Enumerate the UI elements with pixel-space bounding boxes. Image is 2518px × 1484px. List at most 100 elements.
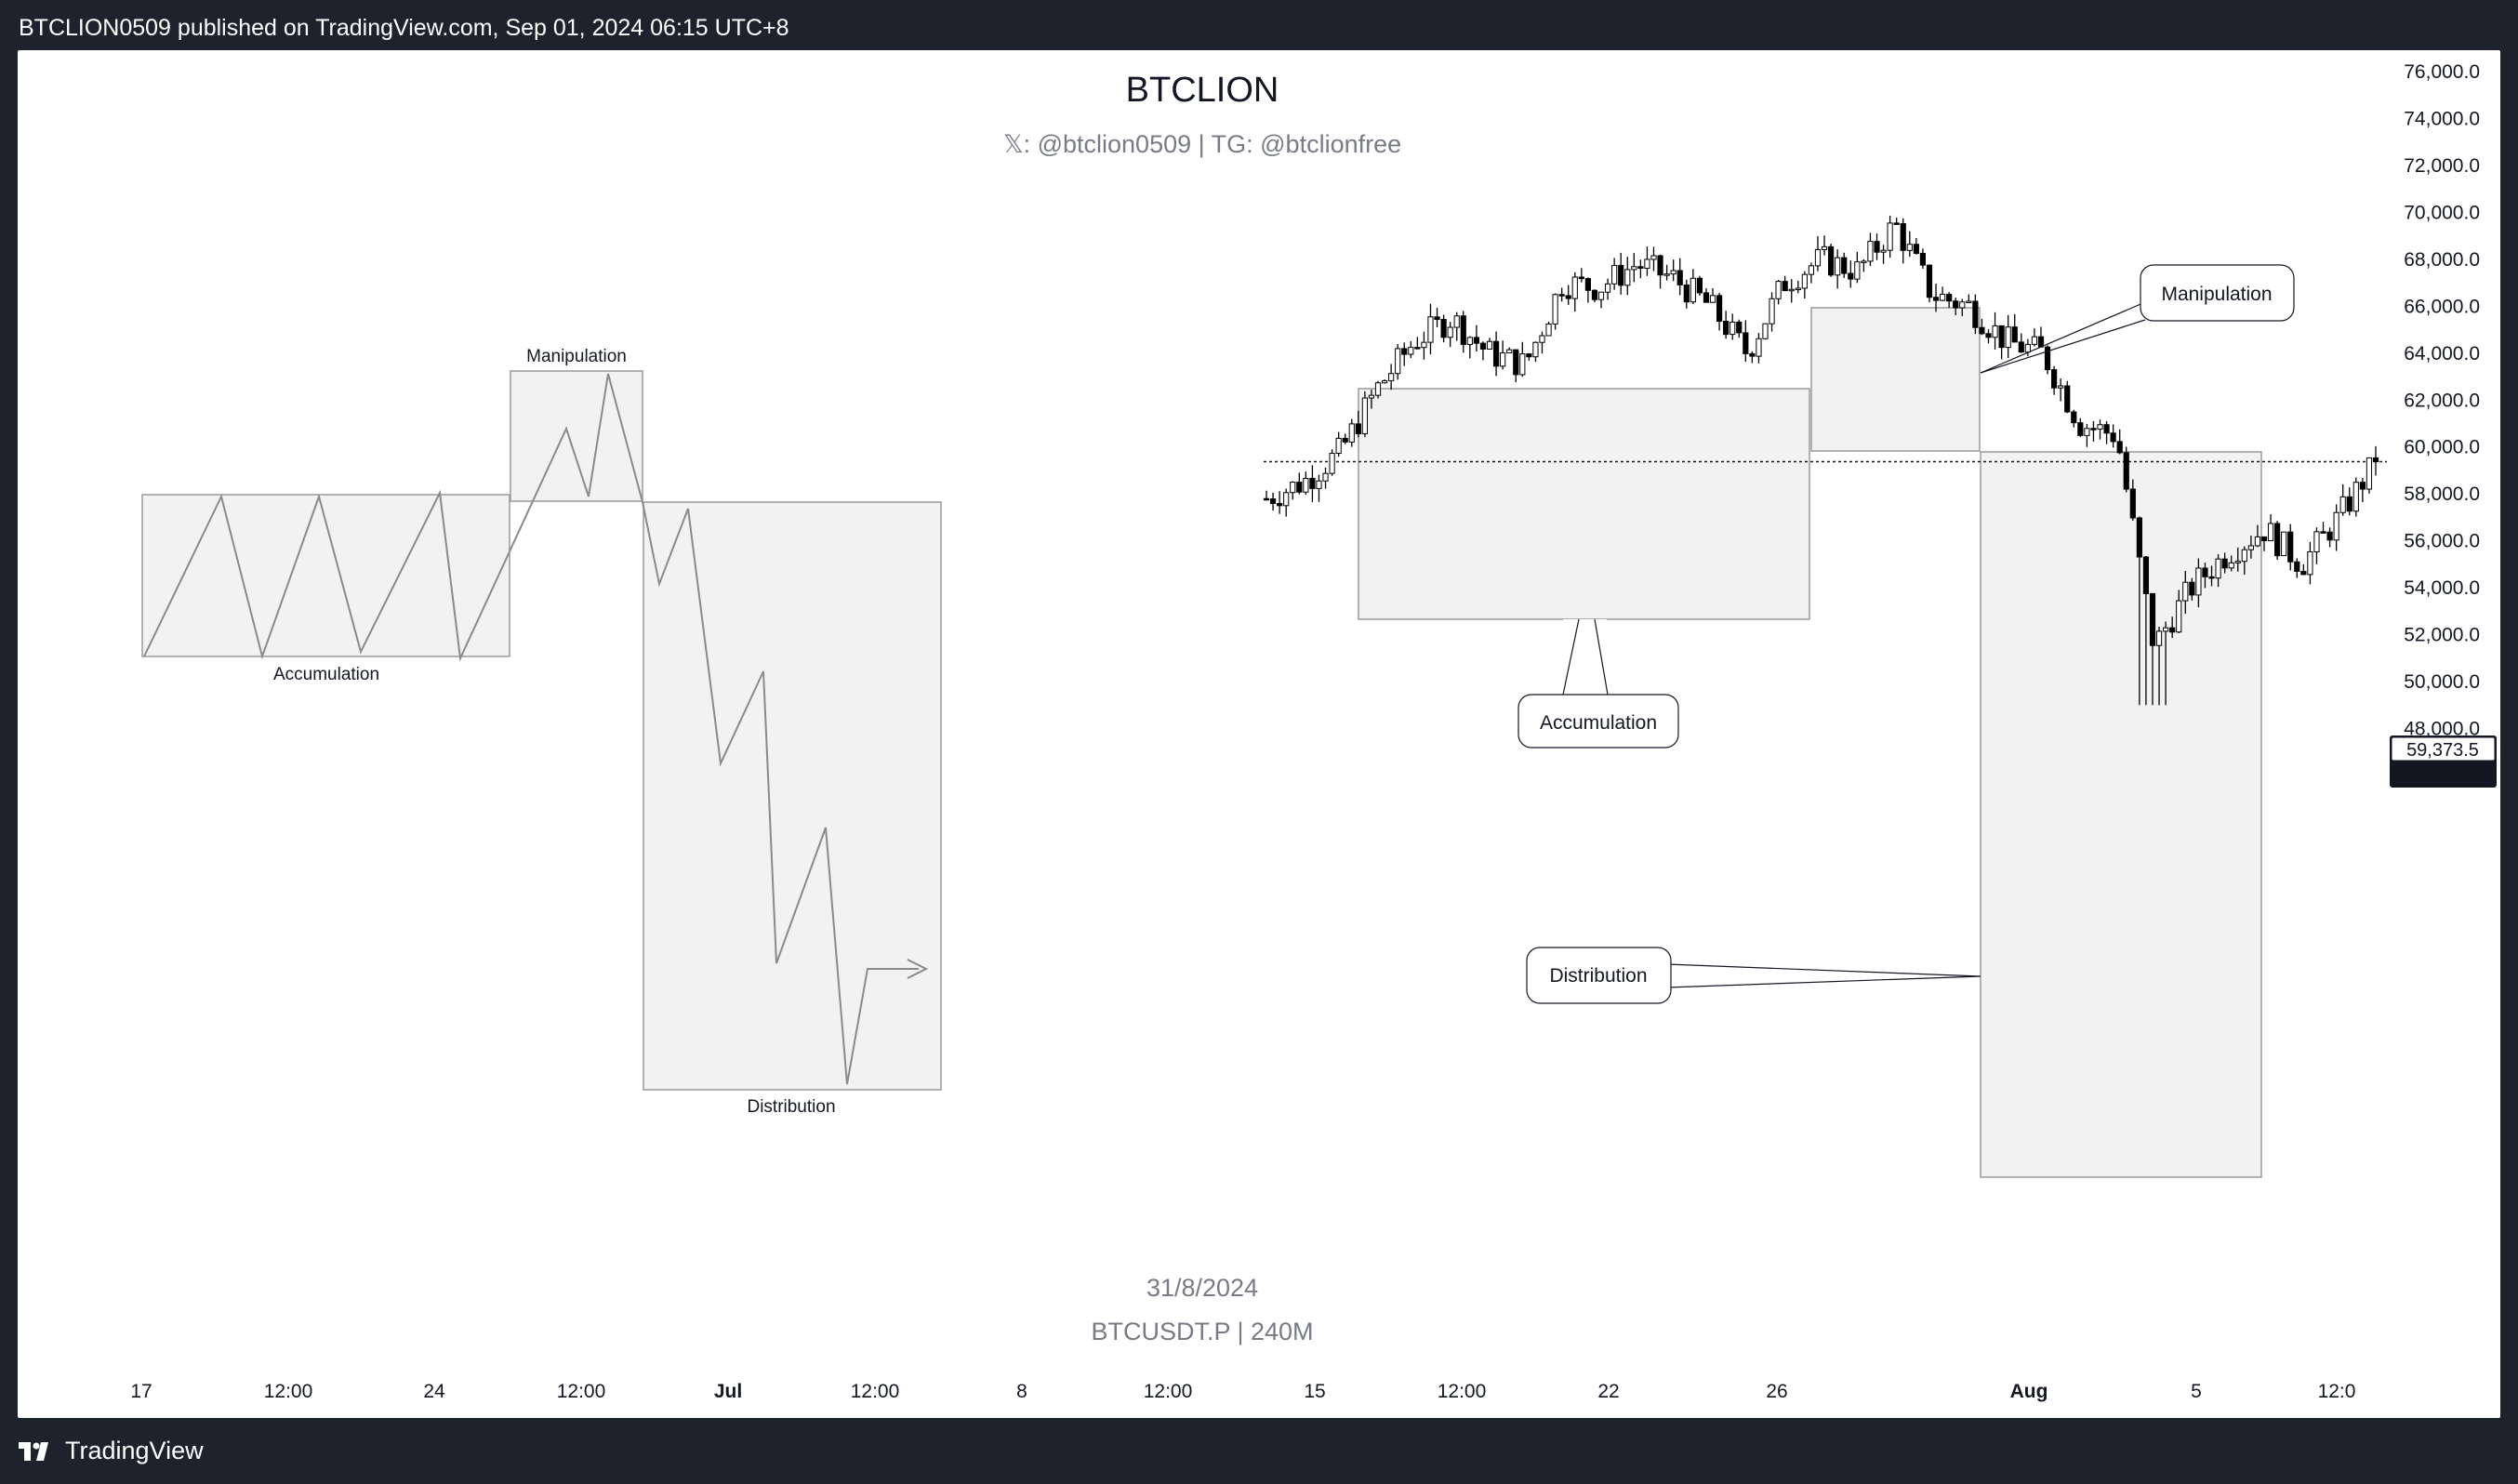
candle-body (1618, 265, 1624, 286)
callout-distribution[interactable]: Distribution (1526, 947, 1981, 1004)
candle-body (2189, 581, 2195, 596)
candle-body (1972, 300, 1979, 328)
publish-info: BTCLION0509 published on TradingView.com… (19, 15, 789, 41)
candle-body (1329, 453, 1335, 474)
candle-body (1565, 295, 1571, 299)
time-tick-label: 26 (1766, 1381, 1787, 1402)
candle-body (1290, 482, 1296, 494)
candle-body (1395, 348, 1401, 375)
candle-body (1263, 497, 1270, 501)
price-tick-label: 60,000.0 (2404, 437, 2480, 458)
time-axis[interactable]: 17 12:00 24 12:00 Jul 12:00 8 12:00 15 12:00 22 26 A… (130, 1381, 2355, 1402)
candle-body (2044, 346, 2051, 371)
price-tick-label: 48,000.0 (2404, 719, 2480, 740)
candle-body (1966, 300, 1972, 303)
candle-body (2011, 326, 2018, 343)
price-tick-label: 62,000.0 (2404, 390, 2480, 411)
candle-body (1926, 264, 1933, 298)
candle-body (1309, 477, 1316, 489)
callout-accumulation-text: Accumulation (1540, 712, 1657, 734)
candle-body (2320, 531, 2326, 534)
time-tick-label: 12:00 (557, 1381, 606, 1402)
candle-body (1959, 301, 1966, 309)
time-tick-label: Jul (714, 1381, 742, 1402)
candle-body (2254, 536, 2261, 547)
candle-body (1421, 341, 1427, 349)
price-tick-label: 56,000.0 (2404, 531, 2480, 552)
candle-body (2123, 452, 2129, 490)
candle-body (1361, 397, 1368, 435)
candle-body (1558, 294, 1565, 297)
candle-body (1492, 340, 1500, 367)
callout-accumulation[interactable]: Accumulation (1517, 618, 1679, 749)
price-axis[interactable]: 76,000.0 74,000.0 72,000.0 70,000.0 68,000.0… (2404, 61, 2480, 787)
candle-body (1545, 323, 1552, 337)
brand-text: TradingView (65, 1437, 204, 1464)
last-price-label: 59,373.5 (2406, 740, 2479, 761)
price-tick-label: 74,000.0 (2404, 108, 2480, 129)
candle-body (1827, 245, 1835, 276)
candle-body (2163, 627, 2169, 632)
candle-body (1676, 270, 1683, 285)
candle-body (1526, 353, 1532, 358)
candle-body (2182, 581, 2189, 602)
candle-body (1322, 472, 1329, 482)
candle-body (1736, 321, 1743, 334)
schematic-diagram: Accumulation Manipulation Distribution (141, 347, 942, 1117)
tradingview-brand[interactable]: TradingView (19, 1437, 204, 1465)
time-tick-label: 8 (1016, 1381, 1027, 1402)
candle-body (1368, 394, 1375, 399)
last-price-badge: 59,373.5 (2390, 735, 2497, 788)
callout-distribution-text: Distribution (1549, 965, 1647, 987)
watermark-subtitle: 𝕏: @btclion0509 | TG: @btclionfree (1003, 130, 1401, 158)
candle-body (2064, 385, 2071, 413)
accumulation-zone[interactable] (1358, 388, 1810, 620)
candle-body (1703, 292, 1710, 303)
chart-canvas[interactable]: BTCLION 𝕏: @btclion0509 | TG: @btclionfr… (18, 50, 2500, 1418)
candle-body (1939, 294, 1946, 301)
candle-body (2208, 576, 2215, 579)
candle-body (1893, 222, 1900, 225)
candle-body (1932, 297, 1940, 301)
candle-body (1604, 283, 1611, 293)
candle-body (1486, 340, 1493, 350)
candle-body (2005, 326, 2011, 349)
candle-body (2090, 428, 2097, 431)
candle-body (1466, 337, 1473, 345)
candle-body (2241, 549, 2247, 563)
schematic-distribution-box (643, 501, 942, 1091)
candle-body (2116, 441, 2123, 454)
candle-body (2267, 523, 2274, 542)
candle-body (2169, 627, 2176, 633)
candle-body (1578, 276, 1584, 280)
manipulation-zone[interactable] (1810, 307, 1981, 452)
candle-body (1690, 277, 1696, 303)
price-tick-label: 72,000.0 (2404, 155, 2480, 177)
price-tick-label: 70,000.0 (2404, 202, 2480, 223)
callout-manipulation-text: Manipulation (2161, 284, 2272, 305)
schematic-label-accumulation: Accumulation (273, 665, 379, 684)
time-tick-label: 24 (423, 1381, 445, 1402)
callout-manipulation[interactable]: Manipulation (1980, 264, 2295, 374)
candle-body (2149, 592, 2156, 646)
candle-body (1500, 351, 1506, 367)
price-tick-label: 50,000.0 (2404, 671, 2480, 693)
candle-body (1571, 276, 1578, 299)
candle-body (1624, 269, 1631, 286)
candle-body (1762, 323, 1769, 339)
time-tick-label: 12:00 (1144, 1381, 1193, 1402)
candle-body (1743, 332, 1749, 354)
candle-body (1985, 333, 1992, 338)
candle-body (2313, 531, 2320, 552)
candle-body (1709, 295, 1716, 303)
distribution-zone[interactable] (1980, 451, 2262, 1178)
candle-body (2110, 432, 2116, 443)
chart-panel[interactable]: BTCLION 𝕏: @btclion0509 | TG: @btclionfr… (18, 50, 2500, 1418)
candle-body (1597, 291, 1605, 300)
candle-body (1998, 325, 2005, 349)
candle-body (1539, 335, 1545, 343)
candle-body (1637, 266, 1644, 269)
price-tick-label: 66,000.0 (2404, 296, 2480, 317)
candle-body (2352, 482, 2359, 512)
candle-body (1584, 278, 1591, 291)
